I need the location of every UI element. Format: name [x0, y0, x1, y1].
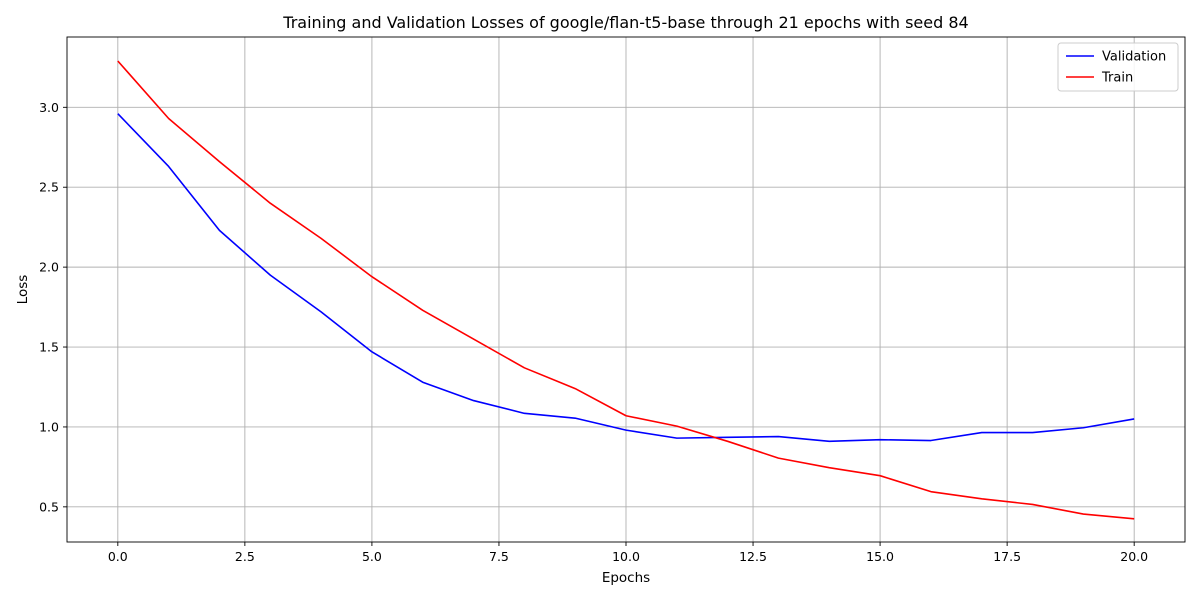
x-axis-title: Epochs	[602, 570, 650, 586]
y-tick-label: 2.0	[39, 260, 59, 275]
x-tick-label: 15.0	[866, 549, 894, 564]
x-tick-label: 20.0	[1120, 549, 1148, 564]
x-tick-label: 7.5	[489, 549, 509, 564]
y-tick-label: 1.0	[39, 419, 59, 434]
legend: Validation Train	[1057, 42, 1179, 92]
legend-box	[1057, 42, 1179, 92]
x-tick-label: 2.5	[235, 549, 255, 564]
x-tick-label: 17.5	[993, 549, 1021, 564]
series-line-train	[117, 60, 1135, 520]
x-tick-label: 0.0	[108, 549, 128, 564]
x-tick-label: 10.0	[612, 549, 640, 564]
series-group	[117, 60, 1135, 520]
legend-label-validation: Validation	[1102, 50, 1166, 65]
y-tick-label: 1.5	[39, 340, 59, 355]
series-line-validation	[117, 113, 1135, 443]
legend-label-train: Train	[1101, 71, 1133, 86]
chart-title: Training and Validation Losses of google…	[282, 13, 968, 32]
y-tick-label: 3.0	[39, 100, 59, 115]
y-tick-label: 2.5	[39, 180, 59, 195]
axis-ticks: 0.0 2.5 5.0 7.5 10.0 12.5 15.0 17.5 20.0 0.5 1.0 1.…	[39, 100, 1148, 564]
x-tick-label: 5.0	[362, 549, 382, 564]
grid	[67, 37, 1185, 542]
y-tick-label: 0.5	[39, 499, 59, 514]
x-tick-label: 12.5	[739, 549, 767, 564]
y-axis-title: Loss	[15, 275, 31, 305]
